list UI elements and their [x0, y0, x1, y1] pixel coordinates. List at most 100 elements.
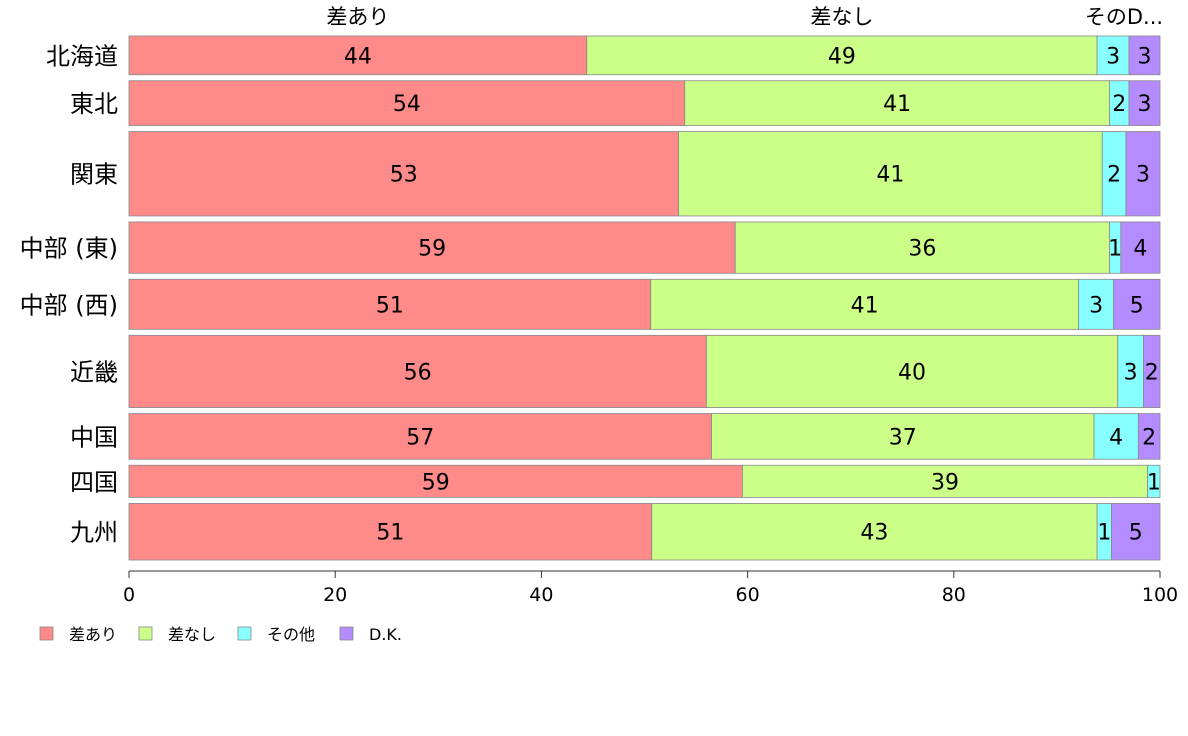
data-label: 37 [889, 425, 917, 450]
legend: 差あり 差なし その他 D.K. [39, 625, 402, 644]
data-label: 41 [851, 293, 879, 318]
bar-row: 四国 59 39 1 [70, 464, 1161, 498]
x-tick-label: 0 [123, 584, 135, 606]
category-label: 北海道 [46, 42, 118, 70]
bar-segment [734, 221, 1110, 274]
legend-label: 差あり [69, 625, 117, 644]
column-header-3: そのD... [1085, 5, 1163, 29]
category-label: 中部 (西) [20, 291, 118, 319]
column-headers: 差あり 差なし そのD... [326, 5, 1163, 29]
data-label: 59 [422, 470, 450, 495]
bar-row: 近畿 56 40 3 2 [70, 334, 1161, 408]
bar-row: 北海道 44 49 3 3 [46, 35, 1161, 76]
bar-segment [651, 503, 1098, 561]
data-label: 54 [393, 92, 421, 117]
legend-swatch [237, 626, 252, 641]
bar-segment [650, 278, 1079, 330]
bar-segment [128, 35, 588, 76]
column-header-1: 差あり [326, 5, 389, 29]
data-label: 4 [1109, 425, 1123, 450]
data-label: 3 [1089, 293, 1103, 318]
data-label: 5 [1130, 293, 1144, 318]
data-label: 51 [376, 521, 404, 546]
category-label: 関東 [70, 161, 118, 189]
data-label: 4 [1133, 237, 1147, 262]
data-label: 40 [898, 360, 926, 385]
bar-row: 中部 (西) 51 41 3 5 [20, 278, 1161, 330]
bar-segment [678, 131, 1103, 217]
bar-segment [128, 80, 686, 126]
x-tick-label: 80 [942, 584, 966, 606]
data-label: 2 [1145, 360, 1159, 385]
data-label: 1 [1108, 237, 1122, 262]
bar-segment [711, 413, 1095, 460]
bar-row: 中部 (東) 59 36 1 4 [20, 221, 1161, 274]
x-tick-label: 60 [736, 584, 760, 606]
category-label: 中国 [70, 423, 118, 451]
bar-segment [128, 221, 736, 274]
data-label: 41 [876, 163, 904, 188]
legend-swatch [138, 626, 153, 641]
category-label: 四国 [70, 468, 118, 496]
bar-segment [1128, 80, 1161, 126]
data-label: 39 [931, 470, 959, 495]
data-label: 56 [404, 360, 432, 385]
bar-segment [1096, 35, 1130, 76]
bar-segment [742, 464, 1149, 498]
data-label: 41 [883, 92, 911, 117]
column-header-2: 差なし [810, 5, 873, 29]
x-tick-label: 100 [1142, 584, 1178, 606]
category-label: 中部 (東) [20, 235, 118, 263]
bar-segment [1125, 131, 1161, 217]
data-label: 3 [1136, 163, 1150, 188]
bar-segment [1111, 503, 1161, 561]
bar-row: 関東 53 41 2 3 [70, 131, 1161, 217]
data-label: 3 [1138, 44, 1152, 69]
legend-swatch [339, 626, 354, 641]
bar-segment [1078, 278, 1115, 330]
data-label: 36 [908, 237, 936, 262]
bar-segment [128, 464, 743, 498]
data-label: 51 [376, 293, 404, 318]
legend-swatch [39, 626, 54, 641]
data-label: 49 [828, 44, 856, 69]
bar-segment [128, 503, 653, 561]
bar-row: 東北 54 41 2 3 [70, 80, 1161, 126]
data-label: 57 [406, 425, 434, 450]
data-label: 1 [1147, 470, 1161, 495]
category-label: 九州 [70, 519, 118, 547]
bar-segment [586, 35, 1098, 76]
data-label: 44 [344, 44, 372, 69]
legend-label: その他 [267, 625, 315, 644]
data-label: 3 [1138, 92, 1152, 117]
category-label: 東北 [70, 90, 118, 118]
bar-segment [1113, 278, 1161, 330]
bar-segment [705, 334, 1119, 408]
data-label: 43 [860, 521, 888, 546]
bar-row: 九州 51 43 1 5 [70, 503, 1161, 561]
bar-segment [128, 413, 712, 460]
bar-segment [128, 334, 707, 408]
bar-row: 中国 57 37 4 2 [70, 413, 1161, 460]
bar-segment [1147, 464, 1161, 498]
x-tick-label: 20 [323, 584, 347, 606]
data-label: 2 [1107, 163, 1121, 188]
legend-label: D.K. [369, 625, 402, 644]
data-label: 59 [418, 237, 446, 262]
bar-segment [1128, 35, 1161, 76]
data-label: 3 [1106, 44, 1120, 69]
bar-segment [128, 278, 652, 330]
legend-label: 差なし [168, 625, 216, 644]
data-label: 2 [1142, 425, 1156, 450]
data-label: 5 [1129, 521, 1143, 546]
bar-rows: 北海道 44 49 3 3東北 54 41 2 3関東 53 41 2 3中部 (東) 59 36 1 4中部 … [20, 35, 1161, 561]
bar-segment [1120, 221, 1161, 274]
data-label: 1 [1097, 521, 1111, 546]
bar-segment [684, 80, 1110, 126]
category-label: 近畿 [70, 358, 118, 386]
bar-segment [128, 131, 679, 217]
bar-segment [1137, 413, 1161, 460]
x-axis: 0 20 40 60 80 100 [123, 570, 1178, 606]
data-label: 3 [1124, 360, 1138, 385]
